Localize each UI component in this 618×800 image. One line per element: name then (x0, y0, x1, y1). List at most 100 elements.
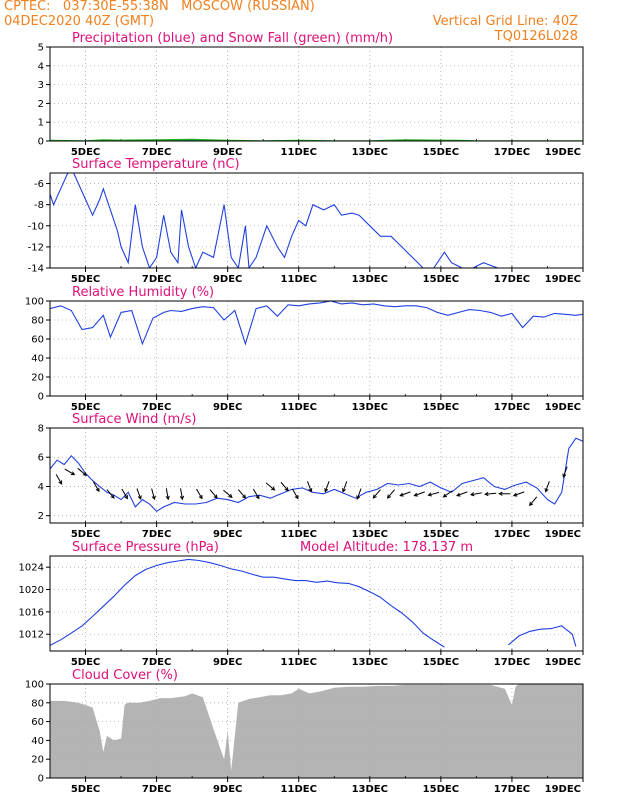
y-tick-label: -14 (28, 264, 44, 275)
y-tick-label: 1 (38, 118, 44, 129)
x-tick-label: 7DEC (142, 402, 171, 413)
y-tick-label: -12 (28, 242, 44, 253)
y-tick-label: 0 (38, 774, 44, 785)
x-tick-label: 19DEC (545, 657, 581, 668)
wind-arrow (77, 467, 87, 477)
wind-arrow (93, 481, 100, 493)
wind-arrow (252, 488, 260, 500)
series-line-pres-1 (508, 625, 577, 647)
x-tick-label: 5DEC (71, 274, 100, 285)
cloud-cover-area (50, 684, 583, 778)
x-tick-label: 9DEC (213, 657, 242, 668)
x-tick-label: 7DEC (142, 147, 171, 158)
y-tick-label: 60 (31, 717, 44, 728)
y-tick-label: 60 (31, 335, 44, 346)
x-tick-label: 15DEC (423, 147, 459, 158)
x-tick-label: 17DEC (494, 784, 530, 795)
model-altitude-label: Model Altitude: 178.137 m (300, 540, 473, 555)
y-tick-label: 6 (38, 453, 44, 464)
x-tick-label: 5DEC (71, 402, 100, 413)
x-tick-label: 19DEC (545, 402, 581, 413)
x-tick-label: 11DEC (281, 657, 317, 668)
x-tick-label: 19DEC (545, 529, 581, 540)
panel-frame (49, 46, 584, 142)
panel-frame (49, 172, 584, 269)
y-tick-label: -10 (28, 221, 44, 232)
x-tick-label: 13DEC (352, 529, 388, 540)
wind-arrow (386, 489, 396, 499)
panel-temp: 5DEC 7DEC 9DEC 11DEC 13DEC 15DEC 17DEC 19DEC -14… (28, 157, 584, 285)
wind-arrow (512, 491, 525, 497)
x-tick-label: 11DEC (281, 402, 317, 413)
x-tick-label: 5DEC (71, 784, 100, 795)
wind-arrow (413, 491, 425, 497)
panel-frame (49, 300, 584, 397)
x-tick-label: 9DEC (213, 784, 242, 795)
panel-rh: 5DEC 7DEC 9DEC 11DEC 13DEC 15DEC 17DEC 19DEC 0 20… (25, 285, 584, 413)
x-tick-label: 7DEC (142, 529, 171, 540)
y-tick-label: 5 (38, 43, 44, 54)
y-tick-label: 4 (38, 482, 44, 493)
y-tick-label: -8 (34, 200, 44, 211)
wind-arrow (106, 489, 115, 499)
wind-arrow (55, 474, 63, 485)
x-tick-label: 19DEC (545, 147, 581, 158)
panel-title: Surface Pressure (hPa) (72, 540, 219, 555)
x-tick-label: 5DEC (71, 147, 100, 158)
wind-arrow (280, 481, 289, 492)
x-tick-label: 11DEC (281, 784, 317, 795)
wind-arrow (484, 491, 497, 497)
panel-frame (49, 683, 584, 779)
panel-title: Relative Humidity (%) (72, 285, 214, 300)
x-tick-label: 15DEC (423, 657, 459, 668)
x-tick-label: 11DEC (281, 274, 317, 285)
y-tick-label: 100 (25, 297, 44, 308)
wind-arrow (562, 466, 568, 478)
wind-arrow (342, 481, 348, 493)
y-tick-label: 0 (38, 392, 44, 403)
series-line-wind-0 (50, 437, 583, 513)
x-tick-label: 13DEC (352, 657, 388, 668)
x-tick-label: 7DEC (142, 274, 171, 285)
panel-cloud: 5DEC 7DEC 9DEC 11DEC 13DEC 15DEC 17DEC 19DEC 0 20… (25, 668, 584, 795)
y-tick-label: 40 (31, 354, 44, 365)
wind-arrow (237, 489, 247, 499)
header-grid-line: Vertical Grid Line: 40Z (433, 14, 578, 29)
wind-arrow (121, 488, 128, 500)
x-tick-label: 13DEC (352, 784, 388, 795)
x-tick-label: 13DEC (352, 274, 388, 285)
y-tick-label: 80 (31, 698, 44, 709)
x-tick-label: 9DEC (213, 147, 242, 158)
wind-arrow (223, 489, 233, 498)
y-tick-label: 2 (38, 511, 44, 522)
panel-title: Precipitation (blue) and Snow Fall (gree… (72, 31, 393, 46)
x-tick-label: 7DEC (142, 657, 171, 668)
wind-arrow (399, 491, 411, 497)
wind-arrow (291, 488, 299, 500)
y-tick-label: 100 (25, 680, 44, 691)
header-model: TQ0126L028 (494, 29, 578, 44)
x-tick-label: 17DEC (494, 529, 530, 540)
x-tick-label: 15DEC (423, 274, 459, 285)
wind-arrow (498, 491, 511, 496)
x-tick-label: 5DEC (71, 657, 100, 668)
panel-title: Surface Temperature (nC) (72, 157, 240, 172)
x-tick-label: 11DEC (281, 529, 317, 540)
x-tick-label: 13DEC (352, 147, 388, 158)
x-tick-label: 11DEC (281, 147, 317, 158)
wind-arrow (265, 482, 276, 491)
panel-wind: 5DEC 7DEC 9DEC 11DEC 13DEC 15DEC 17DEC 19DEC 2 4 6… (38, 412, 584, 540)
x-tick-label: 17DEC (494, 274, 530, 285)
y-tick-label: 20 (31, 373, 44, 384)
x-tick-label: 5DEC (71, 529, 100, 540)
y-tick-label: 4 (38, 61, 44, 72)
y-tick-label: -6 (34, 179, 44, 190)
panel-pres: 5DEC 7DEC 9DEC 11DEC 13DEC 15DEC 17DEC 19DEC 101… (19, 540, 584, 668)
wind-arrow (165, 488, 170, 501)
y-tick-label: 8 (38, 424, 44, 435)
x-tick-label: 9DEC (213, 274, 242, 285)
panel-precip: 5DEC 7DEC 9DEC 11DEC 13DEC 15DEC 17DEC 19DEC 0 1 2… (38, 31, 584, 158)
wind-arrow (427, 491, 440, 497)
y-tick-label: 80 (31, 316, 44, 327)
y-tick-label: 1012 (19, 630, 44, 641)
